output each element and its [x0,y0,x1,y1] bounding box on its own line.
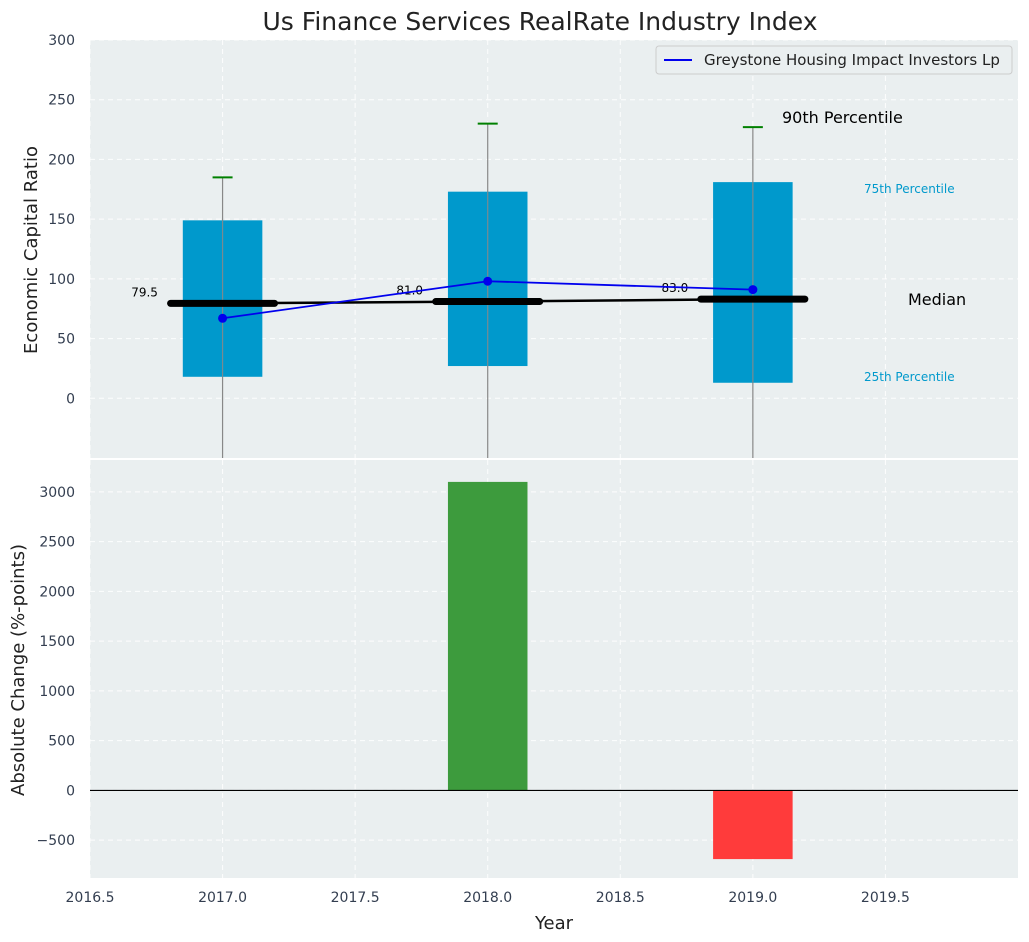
top-y-tick-label: 50 [57,332,75,348]
legend-entry: Greystone Housing Impact Investors Lp [704,51,1000,69]
change-bar [713,790,793,859]
series-point [483,277,492,286]
bottom-y-tick-label: 2500 [39,535,75,551]
bottom-y-tick-labels: −500 0 500 1000 1500 2000 2500 3000 [37,485,75,849]
bottom-y-tick-label: 1500 [39,634,75,650]
chart-title: Us Finance Services RealRate Industry In… [263,7,818,36]
bottom-y-axis-label: Absolute Change (%-points) [8,544,29,796]
x-tick-labels: 2016.5 2017.0 2017.5 2018.0 2018.5 2019.0 2019… [66,890,910,906]
top-y-tick-label: 100 [48,272,75,288]
top-y-tick-label: 150 [48,212,75,228]
top-y-tick-label: 0 [66,391,75,407]
p25-annotation: 25th Percentile [864,370,955,384]
series-point [218,314,227,323]
bottom-y-tick-label: 0 [66,783,75,799]
median-value-label: 79.5 [131,285,158,299]
series-point [748,285,757,294]
x-tick-label: 2019.0 [728,890,777,906]
bottom-y-tick-label: 3000 [39,485,75,501]
x-tick-label: 2016.5 [66,890,115,906]
top-y-tick-labels: 0 50 100 150 200 250 300 [48,33,75,407]
bottom-y-tick-label: −500 [37,833,75,849]
x-tick-label: 2018.5 [596,890,645,906]
p90-annotation: 90th Percentile [782,108,903,127]
bottom-plot-background [90,460,1018,878]
top-y-tick-label: 300 [48,33,75,49]
legend: Greystone Housing Impact Investors Lp [656,46,1012,74]
top-y-axis-label: Economic Capital Ratio [21,146,42,354]
bottom-y-tick-label: 500 [48,734,75,750]
median-annotation: Median [908,290,966,309]
bottom-y-tick-label: 2000 [39,584,75,600]
chart-figure: Us Finance Services RealRate Industry In… [0,0,1029,942]
x-tick-label: 2017.0 [198,890,247,906]
p75-annotation: 75th Percentile [864,182,955,196]
change-bar [448,482,528,791]
x-axis-label: Year [534,913,574,934]
bottom-y-tick-label: 1000 [39,684,75,700]
x-tick-label: 2018.0 [463,890,512,906]
x-tick-label: 2017.5 [331,890,380,906]
x-tick-label: 2019.5 [861,890,910,906]
top-y-tick-label: 200 [48,152,75,168]
top-y-tick-label: 250 [48,93,75,109]
